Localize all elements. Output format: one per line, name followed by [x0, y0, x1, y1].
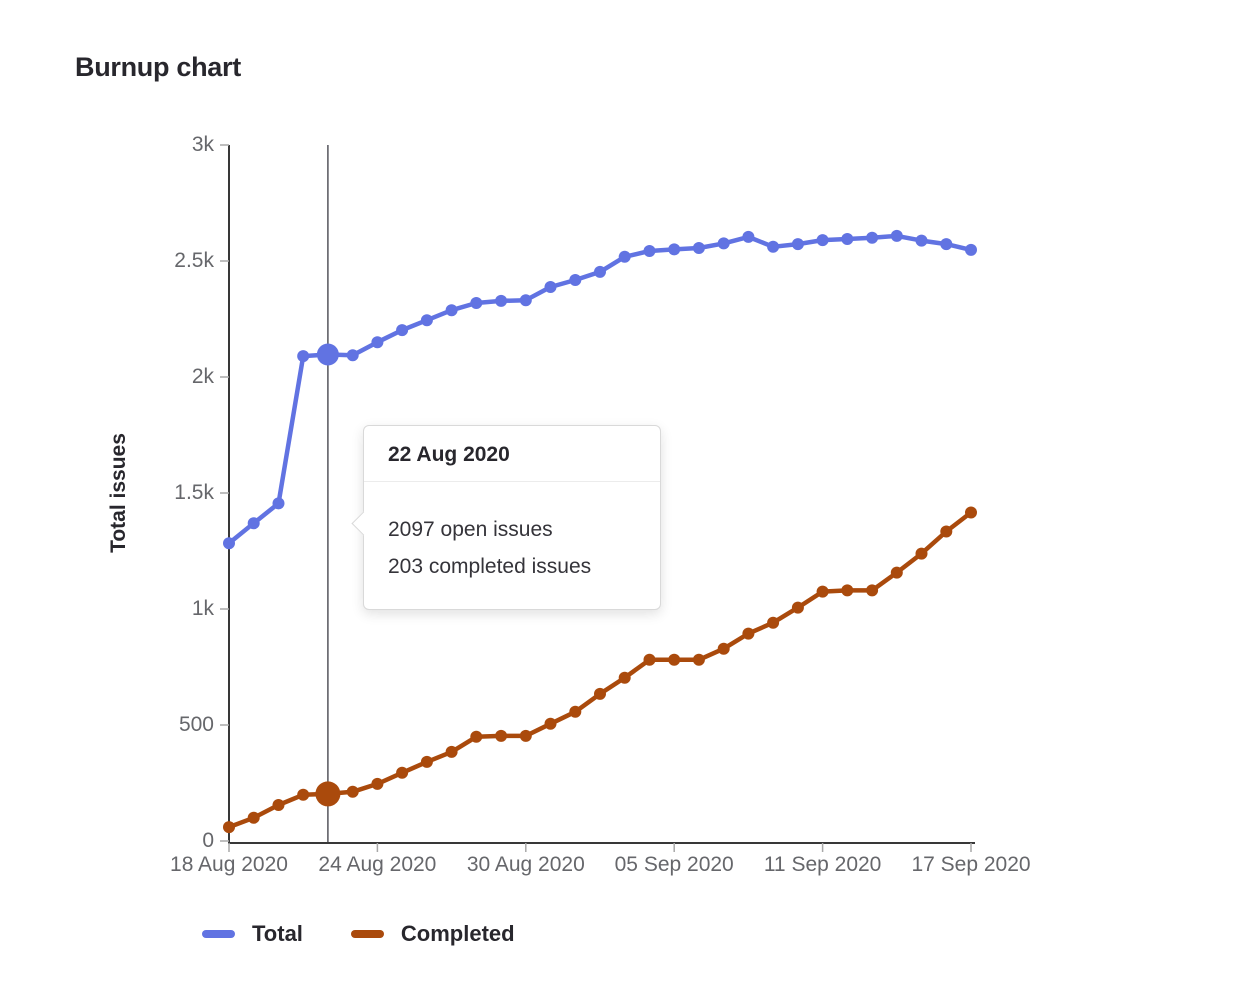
total-point[interactable] — [346, 349, 359, 362]
total-point[interactable] — [272, 497, 285, 510]
completed-point[interactable] — [396, 766, 409, 779]
completed-point[interactable] — [519, 729, 532, 742]
completed-point[interactable] — [643, 653, 656, 666]
completed-highlight-point[interactable] — [315, 781, 341, 807]
legend-label-completed: Completed — [400, 921, 515, 946]
completed-point[interactable] — [866, 584, 879, 597]
completed-point[interactable] — [272, 799, 285, 811]
total-point[interactable] — [965, 243, 977, 256]
y-axis-tick-label: 2.5k — [174, 249, 214, 272]
completed-point[interactable] — [618, 671, 631, 684]
total-point[interactable] — [594, 265, 606, 278]
chart-tooltip: 22 Aug 2020 2097 open issues 203 complet… — [351, 425, 661, 610]
total-point[interactable] — [495, 294, 508, 307]
completed-point[interactable] — [544, 717, 557, 730]
completed-point[interactable] — [717, 642, 730, 655]
total-point[interactable] — [223, 537, 235, 550]
x-axis-tick-label: 30 Aug 2020 — [466, 853, 585, 876]
total-point[interactable] — [940, 238, 953, 251]
completed-point[interactable] — [668, 653, 681, 666]
total-point[interactable] — [445, 304, 458, 317]
total-point[interactable] — [569, 274, 582, 286]
completed-point[interactable] — [940, 525, 953, 538]
completed-point[interactable] — [965, 506, 977, 519]
tooltip-completed-issues: 203 completed issues — [388, 555, 592, 578]
completed-point[interactable] — [767, 616, 780, 629]
total-point[interactable] — [643, 245, 656, 257]
y-axis-tick-label: 0 — [202, 829, 214, 852]
completed-point[interactable] — [594, 687, 606, 700]
total-point[interactable] — [618, 250, 631, 263]
x-axis-tick-label: 11 Sep 2020 — [763, 853, 882, 876]
total-point[interactable] — [767, 240, 780, 253]
completed-point[interactable] — [816, 585, 829, 598]
y-axis-tick-label: 2k — [191, 365, 214, 388]
total-point[interactable] — [420, 314, 433, 327]
legend-item-completed[interactable]: Completed — [350, 921, 515, 947]
total-point[interactable] — [544, 281, 557, 293]
completed-point[interactable] — [247, 811, 260, 824]
total-point[interactable] — [297, 350, 310, 363]
legend-item-total[interactable]: Total — [202, 921, 303, 947]
completed-point[interactable] — [297, 788, 310, 801]
completed-point[interactable] — [346, 785, 359, 798]
tooltip-body: 2097 open issues 203 completed issues — [364, 482, 660, 609]
completed-point[interactable] — [692, 653, 705, 666]
total-point[interactable] — [742, 230, 755, 243]
tooltip-open-issues: 2097 open issues — [388, 518, 553, 541]
completed-point[interactable] — [445, 745, 458, 758]
total-point[interactable] — [791, 238, 804, 251]
total-point[interactable] — [470, 297, 483, 309]
x-axis-tick-label: 18 Aug 2020 — [170, 853, 288, 876]
legend-dash-total-icon — [202, 930, 235, 938]
completed-point[interactable] — [791, 601, 804, 614]
total-point[interactable] — [519, 294, 532, 307]
total-point[interactable] — [915, 234, 928, 247]
completed-point[interactable] — [742, 627, 755, 640]
total-point[interactable] — [692, 242, 705, 254]
total-point[interactable] — [668, 243, 681, 256]
total-point[interactable] — [396, 324, 409, 337]
completed-point[interactable] — [569, 705, 582, 718]
completed-point[interactable] — [890, 566, 903, 579]
legend-dash-completed-icon — [350, 930, 384, 938]
total-point[interactable] — [816, 234, 829, 247]
completed-point[interactable] — [223, 821, 235, 834]
page-title: Burnup chart — [75, 52, 241, 82]
total-point[interactable] — [841, 233, 854, 245]
completed-point[interactable] — [915, 547, 928, 560]
completed-point[interactable] — [371, 777, 384, 790]
y-axis-tick-label: 3k — [191, 133, 214, 156]
total-highlight-point[interactable] — [316, 343, 339, 366]
total-point[interactable] — [247, 517, 260, 530]
completed-point[interactable] — [841, 584, 854, 597]
tooltip-date: 22 Aug 2020 — [364, 426, 660, 482]
completed-point[interactable] — [495, 729, 508, 742]
chart-legend: Total Completed — [202, 921, 515, 947]
total-point[interactable] — [717, 237, 730, 250]
y-axis-tick-label: 1k — [191, 597, 214, 620]
legend-label-total: Total — [252, 921, 303, 946]
completed-point[interactable] — [420, 755, 433, 768]
total-point[interactable] — [371, 336, 384, 349]
completed-point[interactable] — [470, 730, 483, 743]
y-axis-tick-label: 500 — [178, 713, 214, 736]
total-point[interactable] — [890, 229, 903, 242]
y-axis-tick-label: 1.5k — [174, 481, 214, 504]
total-point[interactable] — [866, 231, 879, 244]
x-axis-tick-label: 05 Sep 2020 — [614, 853, 734, 876]
x-axis-tick-label: 17 Sep 2020 — [911, 853, 1031, 876]
x-axis-tick-label: 24 Aug 2020 — [318, 853, 437, 876]
